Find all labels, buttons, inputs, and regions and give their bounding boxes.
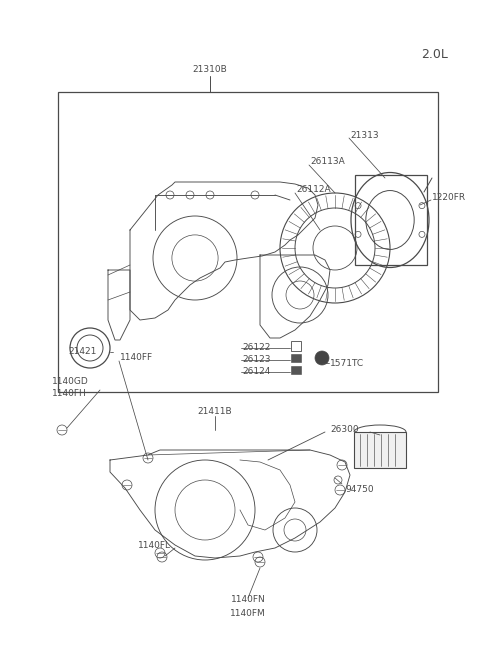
Text: 21310B: 21310B [192, 66, 228, 75]
Text: 1140FF: 1140FF [120, 354, 153, 362]
Circle shape [315, 351, 329, 365]
Text: 26300: 26300 [330, 426, 359, 434]
Text: 21313: 21313 [350, 130, 379, 140]
Bar [291, 366, 301, 374]
Text: 1140FL: 1140FL [138, 542, 171, 550]
Text: 1571TC: 1571TC [330, 358, 364, 367]
Text: 1140GD: 1140GD [52, 377, 89, 386]
Text: 26112A: 26112A [296, 185, 331, 195]
Text: 26123: 26123 [242, 356, 271, 364]
Bar [355, 175, 427, 265]
Text: 26113A: 26113A [310, 157, 345, 166]
Bar [354, 432, 406, 468]
Bar [58, 92, 438, 392]
Text: 1140FM: 1140FM [230, 610, 266, 618]
Bar [291, 341, 301, 351]
Text: 21411B: 21411B [198, 407, 232, 417]
Text: 2.0L: 2.0L [421, 48, 448, 61]
Text: 1220FR: 1220FR [432, 193, 466, 202]
Text: 26124: 26124 [242, 367, 270, 377]
Text: 1140FN: 1140FN [230, 595, 265, 605]
Text: 26122: 26122 [242, 343, 270, 352]
Text: 1140FH: 1140FH [52, 390, 87, 398]
Text: 94750: 94750 [345, 485, 373, 495]
Bar [291, 354, 301, 362]
Text: 21421: 21421 [68, 348, 96, 356]
